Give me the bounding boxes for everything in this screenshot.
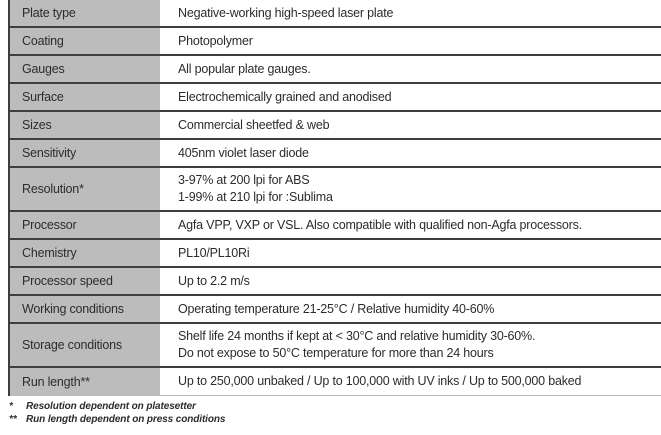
value-line: Electrochemically grained and anodised xyxy=(178,89,392,104)
row-label: Working conditions xyxy=(10,296,160,322)
table-row: Gauges All popular plate gauges. xyxy=(10,56,661,84)
row-value: Up to 250,000 unbaked / Up to 100,000 wi… xyxy=(160,368,661,395)
table-row: Chemistry PL10/PL10Ri xyxy=(10,240,661,268)
row-label: Surface xyxy=(10,84,160,110)
row-label: Run length** xyxy=(10,368,160,395)
row-value: Negative-working high-speed laser plate xyxy=(160,0,661,26)
row-value: Photopolymer xyxy=(160,28,661,54)
row-label: Processor speed xyxy=(10,268,160,294)
table-row: Run length** Up to 250,000 unbaked / Up … xyxy=(10,368,661,396)
footnote-text: Resolution dependent on platesetter xyxy=(26,401,196,412)
table-row: Processor speed Up to 2.2 m/s xyxy=(10,268,661,296)
row-value: Shelf life 24 months if kept at < 30°C a… xyxy=(160,324,661,366)
value-line: Shelf life 24 months if kept at < 30°C a… xyxy=(178,329,536,343)
row-value: Agfa VPP, VXP or VSL. Also compatible wi… xyxy=(160,212,661,238)
row-value: Up to 2.2 m/s xyxy=(160,268,661,294)
footnotes: * Resolution dependent on platesetter **… xyxy=(9,401,661,426)
value-line: 1-99% at 210 lpi for :Sublima xyxy=(178,190,333,204)
row-label: Processor xyxy=(10,212,160,238)
value-line: Up to 2.2 m/s xyxy=(178,273,250,288)
row-value: Commercial sheetfed & web xyxy=(160,112,661,138)
footnote-text: Run length dependent on press conditions xyxy=(26,413,226,425)
table-row: Processor Agfa VPP, VXP or VSL. Also com… xyxy=(10,212,661,240)
spec-table: Plate type Negative-working high-speed l… xyxy=(8,0,661,396)
row-label: Storage conditions xyxy=(10,324,160,366)
footnote: ** Run length dependent on press conditi… xyxy=(9,414,661,427)
value-line: Do not expose to 50°C temperature for mo… xyxy=(178,346,494,360)
row-value: Electrochemically grained and anodised xyxy=(160,84,661,110)
table-row: Sensitivity 405nm violet laser diode xyxy=(10,140,661,168)
row-label: Gauges xyxy=(10,56,160,82)
value-line: Agfa VPP, VXP or VSL. Also compatible wi… xyxy=(178,217,582,232)
table-row: Plate type Negative-working high-speed l… xyxy=(10,0,661,28)
footnote-marker: ** xyxy=(9,413,17,425)
row-value: Operating temperature 21-25°C / Relative… xyxy=(160,296,661,322)
row-label: Resolution* xyxy=(10,168,160,210)
value-line: 3-97% at 200 lpi for ABS xyxy=(178,173,310,187)
table-row: Resolution* 3-97% at 200 lpi for ABS 1-99… xyxy=(10,168,661,212)
footnote-marker: * xyxy=(9,401,13,412)
table-row: Working conditions Operating temperature… xyxy=(10,296,661,324)
table-row: Coating Photopolymer xyxy=(10,28,661,56)
row-label: Sizes xyxy=(10,112,160,138)
value-line: PL10/PL10Ri xyxy=(178,245,250,260)
table-row: Storage conditions Shelf life 24 months … xyxy=(10,324,661,368)
row-label: Plate type xyxy=(10,0,160,26)
row-value: All popular plate gauges. xyxy=(160,56,661,82)
row-label: Sensitivity xyxy=(10,140,160,166)
value-line: All popular plate gauges. xyxy=(178,61,311,76)
row-label: Chemistry xyxy=(10,240,160,266)
value-line: Commercial sheetfed & web xyxy=(178,117,330,132)
value-line: Operating temperature 21-25°C / Relative… xyxy=(178,301,495,316)
row-value: 3-97% at 200 lpi for ABS 1-99% at 210 lpi… xyxy=(160,168,661,210)
table-row: Surface Electrochemically grained and an… xyxy=(10,84,661,112)
value-line: 405nm violet laser diode xyxy=(178,145,309,160)
row-value: 405nm violet laser diode xyxy=(160,140,661,166)
footnote: * Resolution dependent on platesetter xyxy=(9,401,661,414)
row-label: Coating xyxy=(10,28,160,54)
row-value: PL10/PL10Ri xyxy=(160,240,661,266)
table-row: Sizes Commercial sheetfed & web xyxy=(10,112,661,140)
value-line: Up to 250,000 unbaked / Up to 100,000 wi… xyxy=(178,374,582,388)
value-line: Photopolymer xyxy=(178,33,253,48)
value-line: Negative-working high-speed laser plate xyxy=(178,5,394,20)
